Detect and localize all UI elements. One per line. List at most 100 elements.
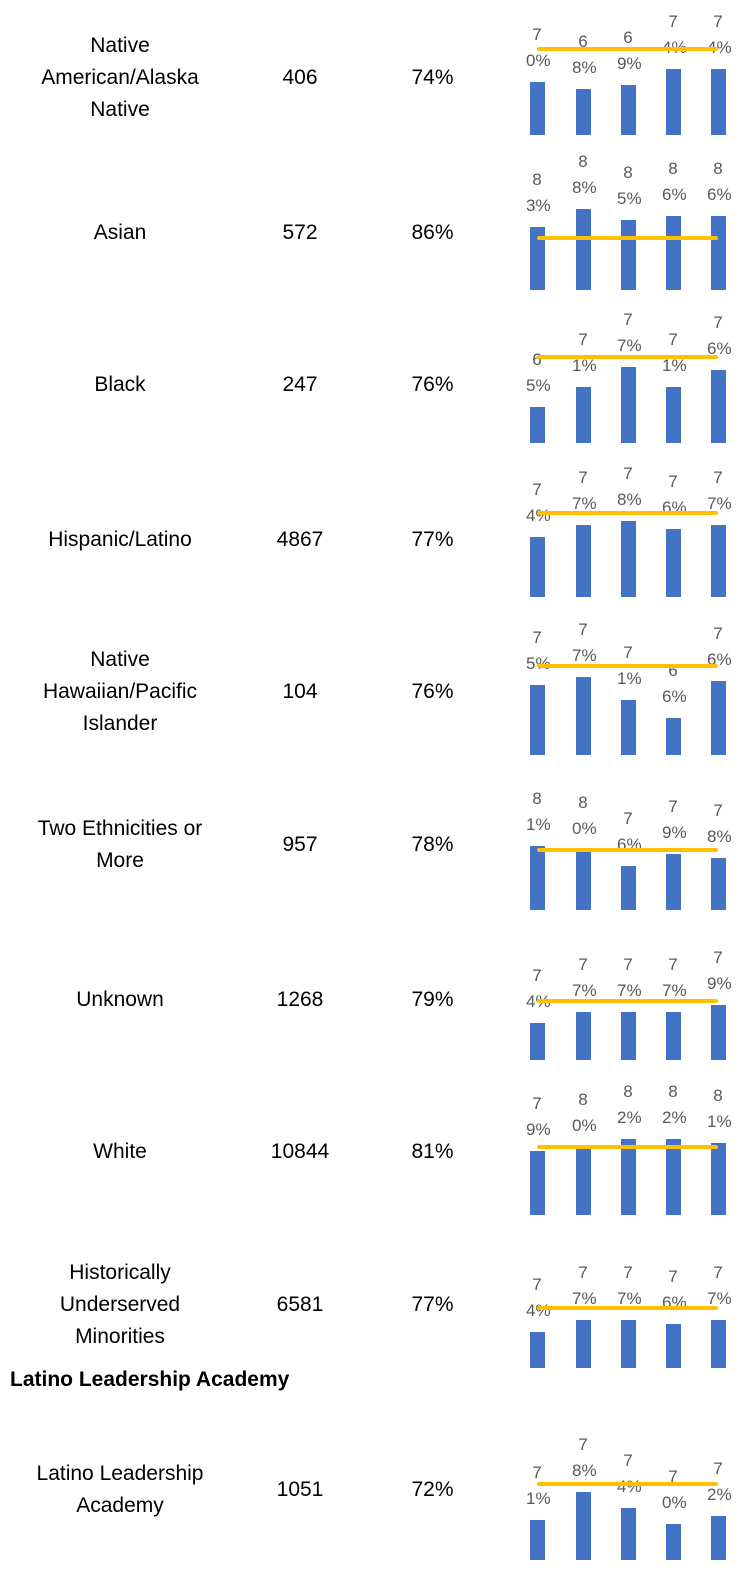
row-count: 572 (282, 221, 318, 244)
row-percent: 81% (411, 1140, 454, 1163)
spark-label: 80% (572, 793, 597, 838)
spark-bar (710, 1143, 726, 1215)
spark-bar (620, 1012, 636, 1060)
row-name: Hispanic/Latino (48, 528, 192, 551)
reference-line (537, 664, 718, 669)
row-name: Native American/Alaska Native (41, 34, 199, 121)
reference-line (537, 848, 718, 852)
row-percent: 76% (411, 373, 454, 396)
spark-label: 71% (572, 329, 597, 375)
row-name: Latino Leadership Academy (36, 1462, 204, 1517)
reference-line (537, 511, 718, 515)
spark-label: 77% (617, 1263, 642, 1308)
spark-bar (620, 85, 636, 135)
spark-label: 77% (572, 955, 597, 1000)
row-count: 6581 (276, 1293, 324, 1316)
spark-bar (665, 529, 681, 597)
spark-bar (529, 537, 545, 597)
reference-line (537, 1145, 718, 1149)
spark-label: 77% (572, 620, 597, 666)
spark-label: 77% (572, 468, 597, 513)
spark-bar (665, 216, 681, 290)
spark-bar (710, 68, 726, 135)
spark-label: 79% (662, 797, 687, 842)
spark-label: 71% (526, 1463, 551, 1508)
spark-bar (529, 1151, 545, 1215)
row-name: Asian (93, 221, 147, 244)
row-percent: 77% (411, 528, 454, 551)
spark-label: 77% (662, 955, 687, 1000)
spark-label: 78% (617, 464, 642, 509)
spark-label: 72% (707, 1459, 732, 1504)
row-percent: 76% (411, 680, 454, 703)
row-name: Unknown (76, 988, 164, 1011)
row-count: 957 (282, 833, 318, 856)
reference-line (537, 1306, 718, 1310)
spark-label: 86% (707, 159, 732, 205)
spark-label: 74% (526, 1275, 551, 1320)
spark-bar (710, 1320, 726, 1368)
spark-bar (665, 854, 681, 910)
spark-bar (710, 1516, 726, 1560)
spark-bar (665, 1012, 681, 1060)
section-title: Latino Leadership Academy (10, 1368, 290, 1391)
spark-label: 78% (572, 1435, 597, 1480)
spark-label: 81% (526, 789, 551, 834)
spark-label: 74% (707, 11, 732, 57)
spark-label: 79% (707, 947, 732, 993)
spark-label: 74% (662, 11, 687, 57)
spark-bar (575, 677, 591, 755)
reference-line (537, 236, 718, 241)
spark-label: 74% (617, 1451, 642, 1496)
spark-bar (575, 525, 591, 597)
spark-label: 77% (572, 1263, 597, 1308)
spark-bar (529, 1520, 545, 1560)
spark-bar (575, 386, 591, 443)
spark-bar (620, 219, 636, 290)
spark-label: 71% (617, 642, 642, 688)
row-name: White (93, 1140, 147, 1163)
spark-label: 70% (662, 1467, 687, 1512)
spark-bar (710, 681, 726, 755)
row-count: 104 (282, 680, 318, 703)
row-name: Native Hawaiian/Pacific Islander (42, 648, 198, 735)
spark-label: 74% (526, 480, 551, 525)
spark-bar (575, 1492, 591, 1560)
spark-bar (620, 699, 636, 755)
spark-bar (575, 1147, 591, 1215)
spark-label: 77% (617, 309, 642, 355)
spark-label: 77% (617, 955, 642, 1000)
spark-label: 82% (662, 1082, 687, 1127)
row-name: Historically Underserved Minorities (59, 1261, 181, 1348)
spark-bar (529, 406, 545, 443)
spark-label: 80% (572, 1090, 597, 1135)
reference-line (537, 46, 718, 51)
spark-bar (665, 718, 681, 755)
spark-label: 69% (617, 28, 642, 74)
spark-label: 81% (707, 1086, 732, 1131)
spark-label: 86% (662, 159, 687, 205)
row-name: Two Ethnicities or More (37, 817, 203, 872)
spark-bar (529, 1332, 545, 1368)
spark-bar (665, 1524, 681, 1560)
spark-bar (529, 684, 545, 755)
spark-label: 66% (662, 661, 687, 707)
spark-bar (665, 386, 681, 443)
spark-bar (665, 68, 681, 135)
spark-bar (620, 1139, 636, 1215)
spark-label: 77% (707, 1263, 732, 1308)
spark-label: 88% (572, 151, 597, 197)
spark-label: 78% (707, 801, 732, 846)
spark-bar (620, 366, 636, 443)
spark-bar (620, 866, 636, 910)
row-percent: 86% (411, 221, 454, 244)
row-percent: 72% (411, 1478, 454, 1501)
row-count: 406 (282, 66, 318, 89)
row-count: 1268 (276, 988, 324, 1011)
spark-bar (620, 1320, 636, 1368)
spark-label: 83% (526, 170, 551, 216)
spark-bar (710, 216, 726, 290)
spark-bar (665, 1324, 681, 1368)
spark-bar (710, 525, 726, 597)
